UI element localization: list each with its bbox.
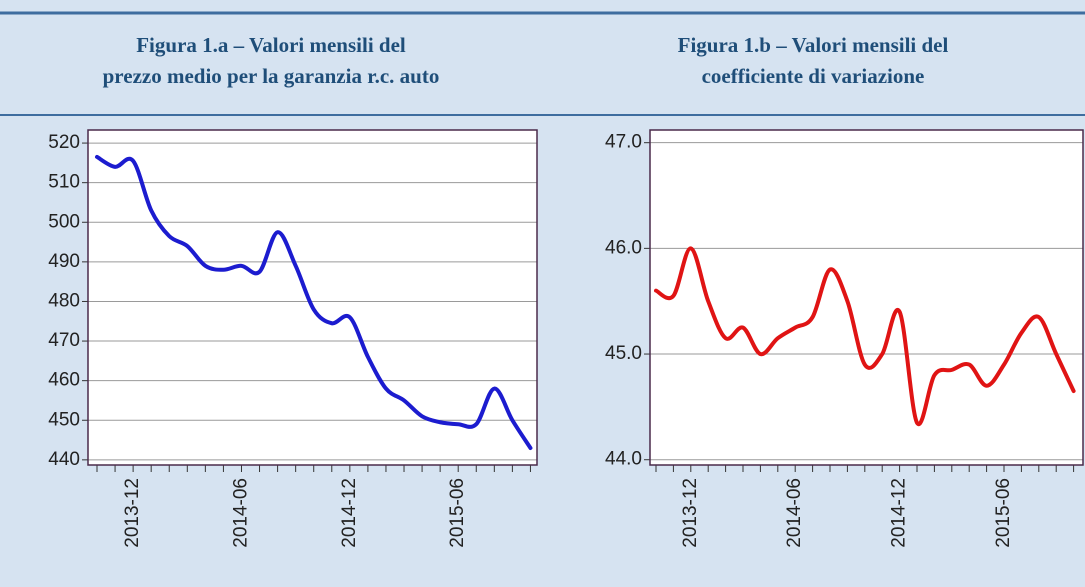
plot-border [649,129,1084,466]
plot-area [650,130,1083,465]
x-tick-label: 2014-12 [339,478,360,548]
y-tick-label: 470 [48,330,80,351]
x-tick-label: 2014-06 [784,478,805,548]
y-tick-label: 500 [48,211,80,232]
chart-title: prezzo medio per la garanzia r.c. auto [103,64,440,88]
y-tick-label: 460 [48,370,80,391]
y-tick-label: 46.0 [605,237,642,258]
chart-title: coefficiente di variazione [702,64,925,88]
y-tick-label: 490 [48,251,80,272]
y-tick-label: 45.0 [605,343,642,364]
x-tick-label: 2014-06 [230,478,251,548]
chart-title: Figura 1.b – Valori mensili del [678,33,949,57]
y-tick-label: 520 [48,132,80,153]
line-series [654,246,1076,427]
x-tick-label: 2013-12 [122,478,143,548]
y-tick-label: 47.0 [605,132,642,153]
x-tick-label: 2013-12 [680,478,701,548]
y-tick-label: 450 [48,409,80,430]
y-tick-label: 44.0 [605,449,642,470]
x-tick-label: 2015-06 [993,478,1014,548]
y-tick-label: 480 [48,290,80,311]
x-tick-label: 2015-06 [447,478,468,548]
y-tick-label: 440 [48,449,80,470]
line-series [95,154,533,450]
plot-area [88,130,537,465]
y-tick-label: 510 [48,172,80,193]
plot-border [87,129,538,466]
x-tick-label: 2014-12 [889,478,910,548]
chart-title: Figura 1.a – Valori mensili del [136,33,406,57]
